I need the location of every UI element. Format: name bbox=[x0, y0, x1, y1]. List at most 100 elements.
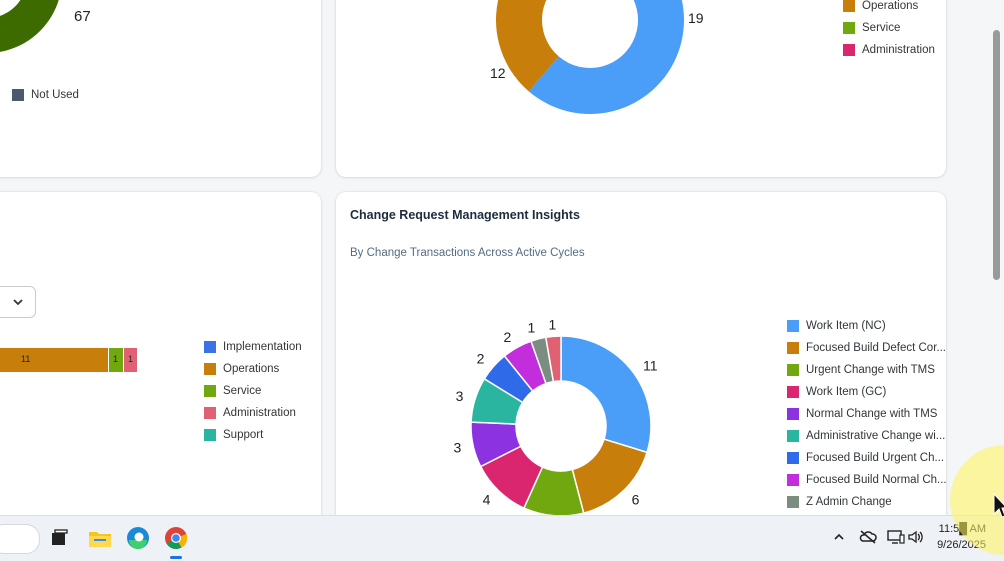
chevron-down-icon bbox=[13, 299, 23, 306]
donut-segment[interactable] bbox=[560, 335, 652, 454]
legend-item[interactable]: Focused Build Normal Ch... bbox=[787, 474, 946, 486]
bar-segment-administration[interactable]: 1 bbox=[124, 348, 137, 372]
legend-item[interactable]: Z Admin Change bbox=[787, 496, 892, 508]
data-label: 12 bbox=[490, 65, 506, 81]
legend-swatch bbox=[843, 22, 855, 34]
search-box[interactable] bbox=[0, 524, 40, 554]
legend-label: Administrative Change wi... bbox=[806, 430, 946, 442]
donut-segment[interactable] bbox=[544, 335, 562, 383]
data-label: 3 bbox=[453, 439, 461, 455]
insights-card: Change Request Management Insights By Ch… bbox=[336, 192, 946, 532]
legend-item[interactable]: Administration bbox=[843, 44, 935, 56]
legend-item[interactable]: Support bbox=[204, 429, 263, 441]
legend-label: Focused Build Defect Cor... bbox=[806, 342, 946, 354]
data-label: 3 bbox=[456, 388, 464, 404]
bar-segment-service[interactable]: 1 bbox=[109, 348, 123, 372]
legend-label: Service bbox=[862, 22, 901, 34]
data-label: 2 bbox=[477, 351, 485, 367]
scrollbar-thumb[interactable] bbox=[993, 30, 1000, 280]
legend-swatch bbox=[787, 430, 799, 442]
legend-label: Operations bbox=[223, 363, 280, 375]
legend-label: Service bbox=[223, 385, 262, 397]
legend-label: Z Admin Change bbox=[806, 496, 892, 508]
card-title: Change Request Management Insights bbox=[350, 208, 580, 222]
cloud-off-icon[interactable] bbox=[859, 529, 877, 545]
bar-value-label: 1 bbox=[113, 354, 119, 364]
legend-item[interactable]: Not Used bbox=[12, 89, 79, 101]
donut-segment[interactable] bbox=[0, 0, 62, 53]
legend-item[interactable]: Focused Build Defect Cor... bbox=[787, 342, 946, 354]
legend-label: Administration bbox=[862, 44, 935, 56]
legend-swatch bbox=[787, 342, 799, 354]
legend-swatch bbox=[204, 363, 216, 375]
taskbar: 11:5█ AM 9/26/2025 bbox=[0, 515, 1004, 561]
legend-swatch bbox=[204, 407, 216, 419]
legend-label: Focused Build Normal Ch... bbox=[806, 474, 946, 486]
legend-item[interactable]: Service bbox=[204, 385, 261, 397]
chrome-icon[interactable] bbox=[162, 524, 190, 552]
legend-item[interactable]: Normal Change with TMS bbox=[787, 408, 937, 420]
legend-item[interactable]: Administration bbox=[204, 407, 296, 419]
legend-item[interactable]: Administrative Change wi... bbox=[787, 430, 945, 442]
top-left-card: 67 Not Used bbox=[0, 0, 321, 177]
edge-icon[interactable] bbox=[124, 524, 152, 552]
data-label: 11 bbox=[643, 357, 658, 373]
file-explorer-icon[interactable] bbox=[86, 524, 114, 552]
data-label: 2 bbox=[503, 329, 511, 345]
legend-swatch bbox=[787, 364, 799, 376]
legend-swatch bbox=[787, 408, 799, 420]
legend-item[interactable]: Work Item (NC) bbox=[787, 320, 886, 332]
legend-label: Normal Change with TMS bbox=[806, 408, 938, 420]
legend-label: Implementation bbox=[223, 341, 302, 353]
legend-item[interactable]: Operations bbox=[843, 0, 918, 12]
chrome-active-indicator bbox=[170, 556, 182, 559]
top-middle-card: 19 12 Operations Service Administration bbox=[336, 0, 946, 177]
bar-value-label: 1 bbox=[128, 354, 134, 364]
legend-label: Not Used bbox=[31, 89, 79, 101]
mouse-cursor-icon bbox=[993, 493, 1004, 518]
legend-label: Operations bbox=[862, 0, 919, 12]
stacked-bar: 11 1 1 bbox=[0, 348, 137, 372]
display-icon[interactable] bbox=[887, 529, 905, 545]
legend-swatch bbox=[204, 429, 216, 441]
card-subtitle: By Change Transactions Across Active Cyc… bbox=[350, 247, 585, 259]
legend-label: Work Item (GC) bbox=[806, 386, 887, 398]
legend-swatch bbox=[204, 385, 216, 397]
legend-swatch bbox=[12, 89, 24, 101]
legend-label: Urgent Change with TMS bbox=[806, 364, 935, 376]
donut-segment[interactable] bbox=[496, 0, 590, 92]
legend-label: Support bbox=[223, 429, 264, 441]
left-card: 11 1 1 Implementation Operations Service… bbox=[0, 192, 321, 532]
data-label: 6 bbox=[632, 492, 640, 508]
legend-item[interactable]: Work Item (GC) bbox=[787, 386, 886, 398]
legend-swatch bbox=[787, 386, 799, 398]
dropdown-button[interactable] bbox=[0, 286, 36, 318]
legend-item[interactable]: Implementation bbox=[204, 341, 302, 353]
legend-item[interactable]: Focused Build Urgent Ch... bbox=[787, 452, 944, 464]
legend-swatch bbox=[787, 452, 799, 464]
legend-swatch bbox=[843, 44, 855, 56]
speaker-icon[interactable] bbox=[907, 529, 925, 545]
legend-label: Focused Build Urgent Ch... bbox=[806, 452, 945, 464]
data-label: 67 bbox=[74, 8, 91, 25]
data-label: 1 bbox=[548, 316, 556, 332]
bar-value-label: 11 bbox=[21, 354, 31, 364]
data-label: 19 bbox=[688, 10, 704, 26]
task-view-icon[interactable] bbox=[45, 524, 73, 552]
donut-segment[interactable] bbox=[528, 0, 684, 114]
legend-item[interactable]: Service bbox=[843, 22, 900, 34]
legend-item[interactable]: Urgent Change with TMS bbox=[787, 364, 935, 376]
bar-segment-operations[interactable]: 11 bbox=[0, 348, 108, 372]
legend-swatch bbox=[843, 0, 855, 12]
top-middle-donut bbox=[496, 0, 684, 114]
legend-item[interactable]: Operations bbox=[204, 363, 279, 375]
top-left-donut bbox=[0, 0, 62, 53]
legend-label: Work Item (NC) bbox=[806, 320, 886, 332]
chevron-up-icon[interactable] bbox=[832, 530, 846, 544]
legend-swatch bbox=[787, 320, 799, 332]
legend-label: Administration bbox=[223, 407, 296, 419]
legend-swatch bbox=[787, 496, 799, 508]
legend-swatch bbox=[787, 474, 799, 486]
insights-donut: 11644332211 bbox=[453, 316, 658, 532]
data-label: 1 bbox=[528, 319, 536, 335]
